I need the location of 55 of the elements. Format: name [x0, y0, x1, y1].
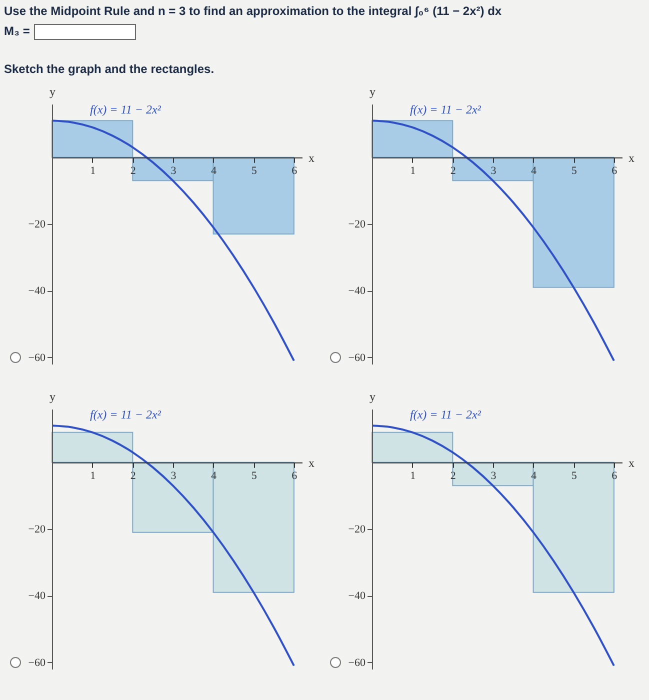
text: Sketch the graph and the rectangles. — [4, 62, 216, 76]
series-label: f(x) = 11 − 2x² — [90, 408, 162, 422]
x-tick-label: 3 — [490, 470, 497, 482]
y-tick-label: −20 — [28, 218, 46, 230]
x-tick-label: 5 — [251, 164, 258, 177]
y-tick-label: −40 — [28, 285, 46, 298]
x-tick-label: 4 — [531, 470, 538, 482]
line-series — [52, 120, 295, 362]
x-tick-label: 6 — [292, 164, 298, 177]
y-tick-label: −60 — [348, 352, 366, 364]
series-label: f(x) = 11 − 2x² — [410, 408, 482, 422]
x-tick-label: 5 — [571, 164, 578, 177]
x-tick-label: 2 — [450, 470, 456, 482]
y-tick-label: −60 — [348, 656, 366, 669]
y-tick-label: −20 — [348, 218, 366, 230]
x-tick-label: 3 — [170, 164, 177, 177]
x-tick-label: 3 — [170, 470, 177, 482]
x-tick-label: 4 — [211, 164, 218, 177]
x-tick-label: 2 — [450, 164, 456, 177]
y-axis-title: y — [50, 84, 56, 98]
y-tick-label: −20 — [348, 524, 366, 536]
x-tick-label: 2 — [130, 164, 136, 177]
x-tick-label: 5 — [251, 470, 258, 482]
x-tick-label: 6 — [612, 470, 618, 482]
y-tick-label: −40 — [28, 590, 46, 602]
y-axis-title: y — [50, 390, 56, 404]
x-axis-title: x — [308, 150, 314, 165]
x-tick-label: 1 — [90, 164, 96, 177]
chart-title: Use the Midpoint Rule and n = 3 to find an approximation to the integral ∫₀⁶ (11 − 2x²) dx — [4, 4, 503, 18]
text: M₃ = — [4, 24, 31, 40]
x-tick-label: 1 — [410, 470, 416, 482]
x-tick-label: 2 — [130, 470, 136, 482]
series-label: f(x) = 11 − 2x² — [90, 102, 162, 117]
x-axis-title: x — [628, 150, 634, 165]
x-tick-label: 3 — [490, 164, 497, 177]
line-series — [52, 424, 295, 667]
y-tick-label: −40 — [348, 285, 366, 298]
x-tick-label: 1 — [410, 164, 416, 177]
x-tick-label: 4 — [211, 470, 218, 482]
x-axis-title: x — [628, 456, 634, 470]
y-tick-label: −60 — [28, 352, 46, 364]
x-tick-label: 5 — [571, 470, 578, 482]
x-tick-label: 6 — [612, 164, 618, 177]
y-tick-label: −60 — [28, 656, 46, 669]
y-axis-title: y — [370, 84, 376, 98]
line-series — [372, 120, 615, 362]
line-series — [372, 424, 615, 667]
y-tick-label: −20 — [28, 524, 46, 536]
x-axis-title: x — [308, 456, 314, 470]
y-axis-title: y — [370, 390, 376, 404]
x-tick-label: 4 — [531, 164, 538, 177]
x-tick-label: 6 — [292, 470, 298, 482]
y-tick-label: −40 — [348, 590, 366, 602]
x-tick-label: 1 — [90, 470, 96, 482]
series-label: f(x) = 11 − 2x² — [410, 102, 482, 117]
